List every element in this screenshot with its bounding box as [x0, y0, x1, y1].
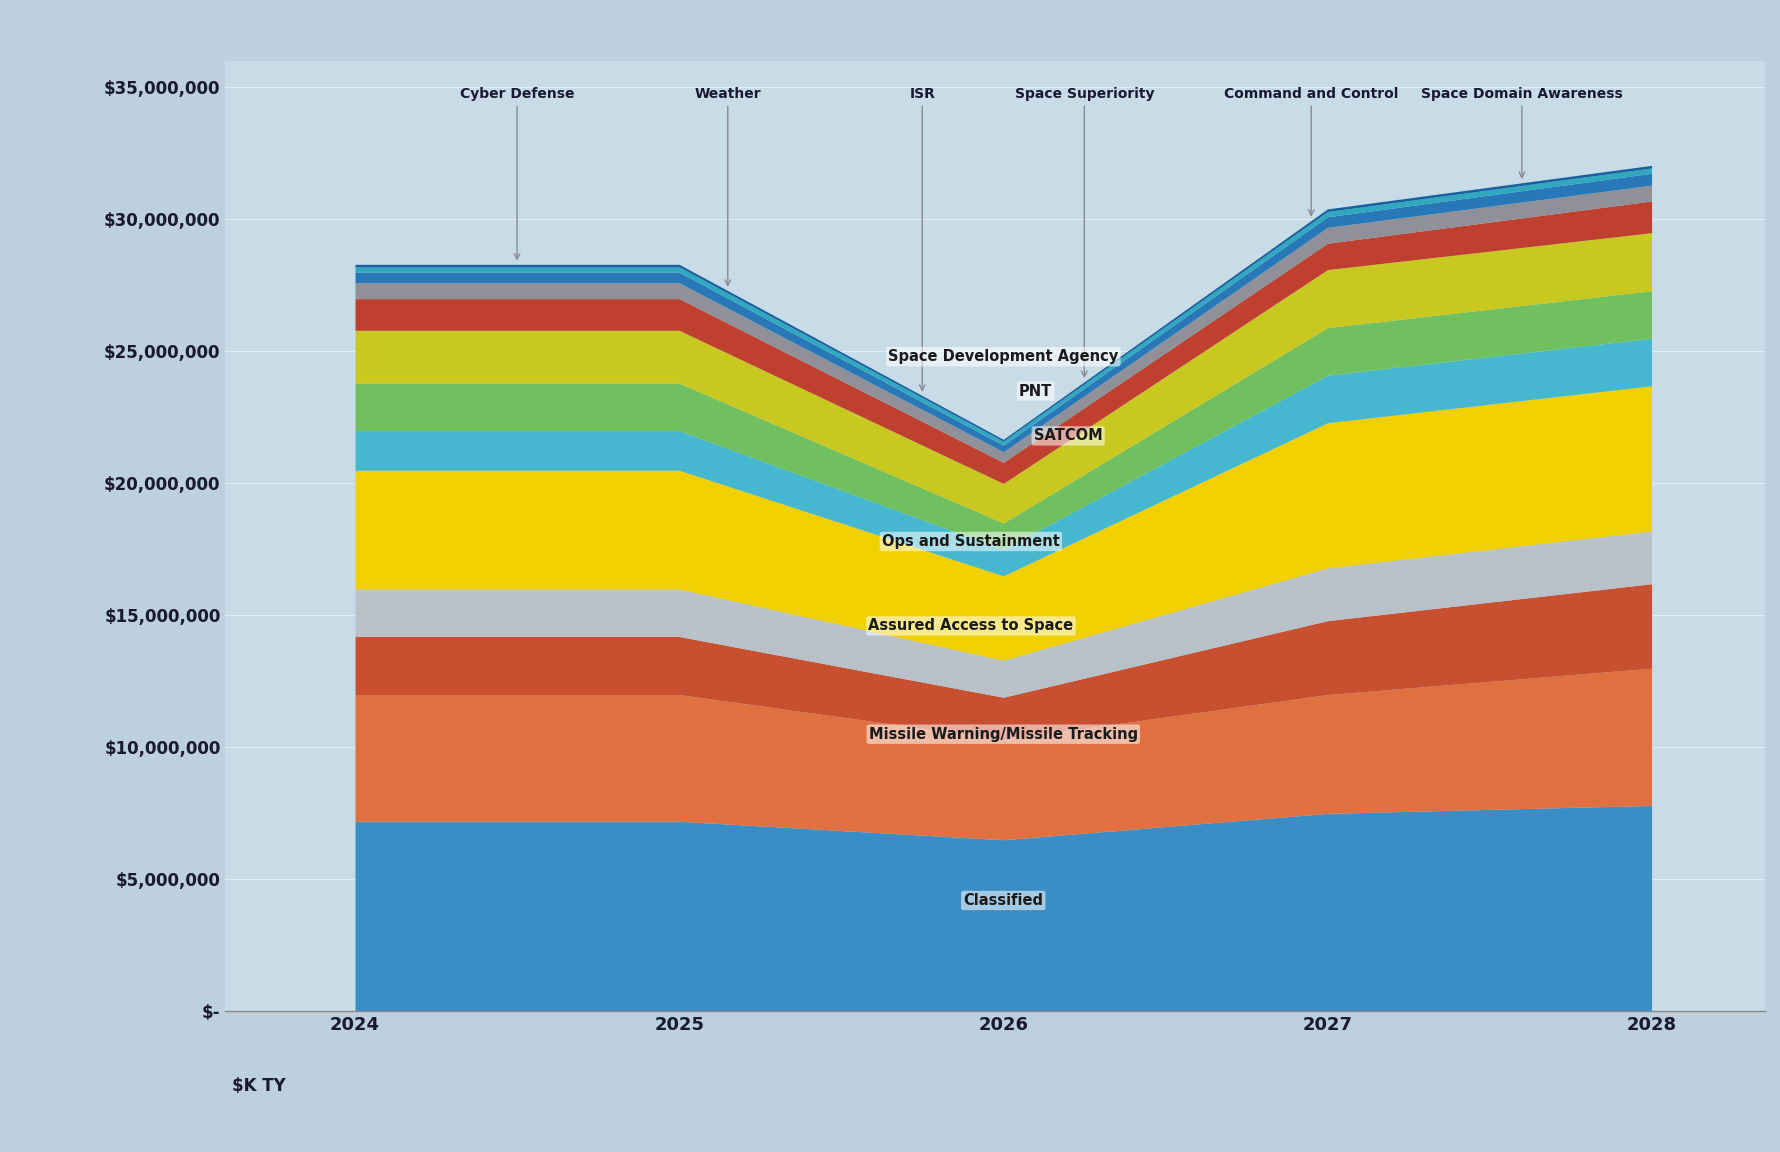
Text: Assured Access to Space: Assured Access to Space [869, 619, 1073, 634]
Text: Command and Control: Command and Control [1225, 86, 1399, 215]
Text: Weather: Weather [694, 86, 762, 286]
Text: Space Development Agency: Space Development Agency [888, 349, 1118, 364]
Text: PNT: PNT [1020, 384, 1052, 399]
Text: Cyber Defense: Cyber Defense [459, 86, 575, 259]
Text: ISR: ISR [910, 86, 935, 391]
Text: Space Superiority: Space Superiority [1015, 86, 1153, 377]
Text: Classified: Classified [963, 893, 1043, 908]
Text: $K TY: $K TY [231, 1077, 285, 1096]
Text: SATCOM: SATCOM [1034, 429, 1102, 444]
Text: Space Domain Awareness: Space Domain Awareness [1420, 86, 1623, 177]
Text: Missile Warning/Missile Tracking: Missile Warning/Missile Tracking [869, 727, 1137, 742]
Text: Ops and Sustainment: Ops and Sustainment [881, 535, 1059, 550]
